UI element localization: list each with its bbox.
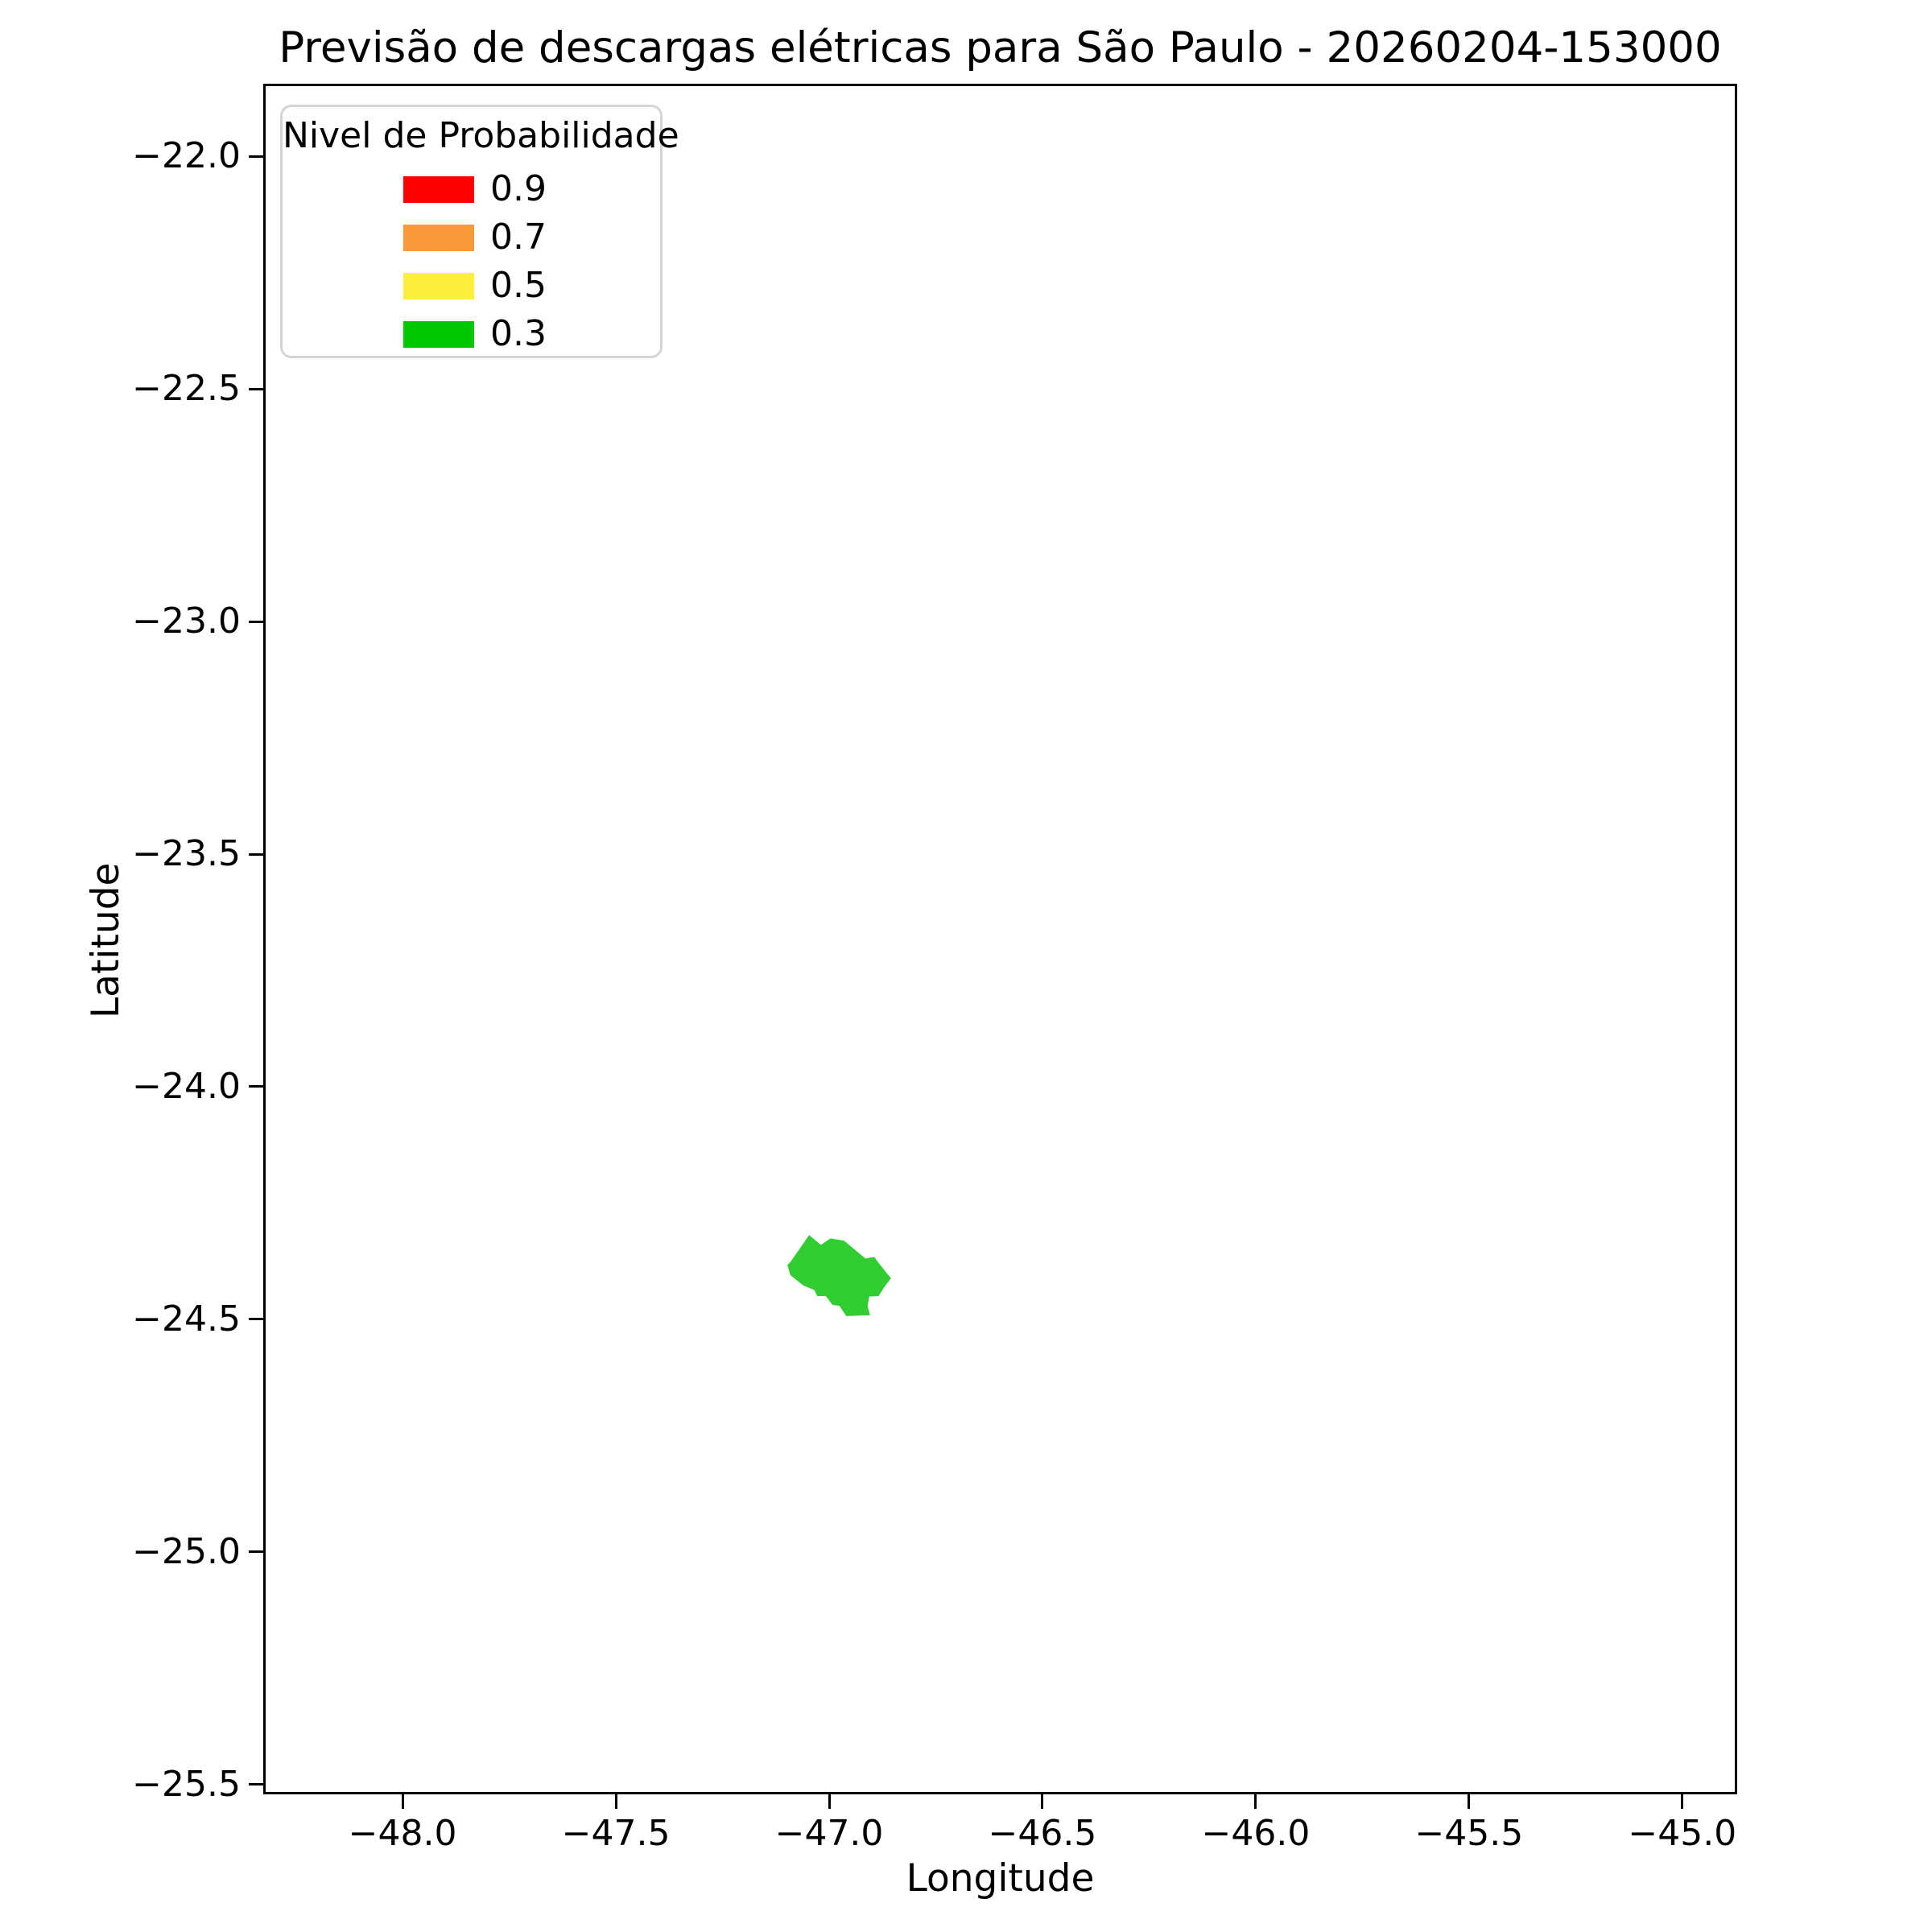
y-tick-mark [249,1085,263,1088]
plot-area [263,84,1737,1794]
y-tick-label: −25.5 [132,1763,241,1805]
legend-entry-label: 0.7 [490,217,547,258]
y-tick-mark [249,1550,263,1554]
legend-color-swatch [403,224,474,251]
y-tick-label: −24.0 [132,1065,241,1107]
legend-color-swatch [403,320,474,348]
y-tick-label: −23.0 [132,601,241,642]
x-axis-label: Longitude [906,1856,1095,1901]
chart-title: Previsão de descargas elétricas para São… [279,23,1722,72]
y-axis-label: Latitude [84,862,128,1018]
x-tick-label: −46.0 [1201,1813,1311,1854]
x-tick-mark [828,1794,831,1809]
x-tick-label: −48.0 [348,1813,457,1854]
y-tick-label: −23.5 [132,833,241,875]
y-tick-mark [249,1783,263,1786]
legend-entries: 0.9 0.7 0.5 0.3 [283,165,660,358]
y-tick-label: −24.5 [132,1298,241,1340]
probability-region-polygon [787,1235,891,1316]
y-tick-mark [249,620,263,623]
x-tick-mark [1681,1794,1684,1809]
legend-entry-label: 0.5 [490,265,547,306]
y-tick-label: −22.5 [132,368,241,410]
x-tick-mark [1468,1794,1471,1809]
x-tick-label: −47.5 [561,1813,671,1854]
x-tick-label: −45.0 [1628,1813,1737,1854]
x-tick-mark [1041,1794,1044,1809]
legend-entry: 0.7 [283,213,660,262]
x-tick-label: −47.0 [774,1813,884,1854]
legend: Nivel de Probabilidade 0.9 0.7 0.5 0.3 [280,105,679,358]
y-tick-mark [249,387,263,390]
legend-entry-label: 0.9 [490,168,547,209]
legend-entry: 0.3 [283,310,660,358]
y-tick-label: −25.0 [132,1530,241,1572]
y-tick-mark [249,852,263,856]
y-tick-mark [249,155,263,158]
legend-color-swatch [403,272,474,299]
x-tick-label: −46.5 [988,1813,1097,1854]
legend-title: Nivel de Probabilidade [283,115,679,156]
legend-entry: 0.5 [283,262,660,310]
legend-entry: 0.9 [283,165,660,213]
y-tick-mark [249,1318,263,1321]
x-tick-label: −45.5 [1414,1813,1524,1854]
legend-color-swatch [403,175,474,203]
x-tick-mark [614,1794,617,1809]
y-tick-label: −22.0 [132,135,241,177]
legend-entry-label: 0.3 [490,313,547,354]
map-polygon-layer [787,1235,891,1316]
x-tick-mark [1254,1794,1257,1809]
x-tick-mark [401,1794,404,1809]
